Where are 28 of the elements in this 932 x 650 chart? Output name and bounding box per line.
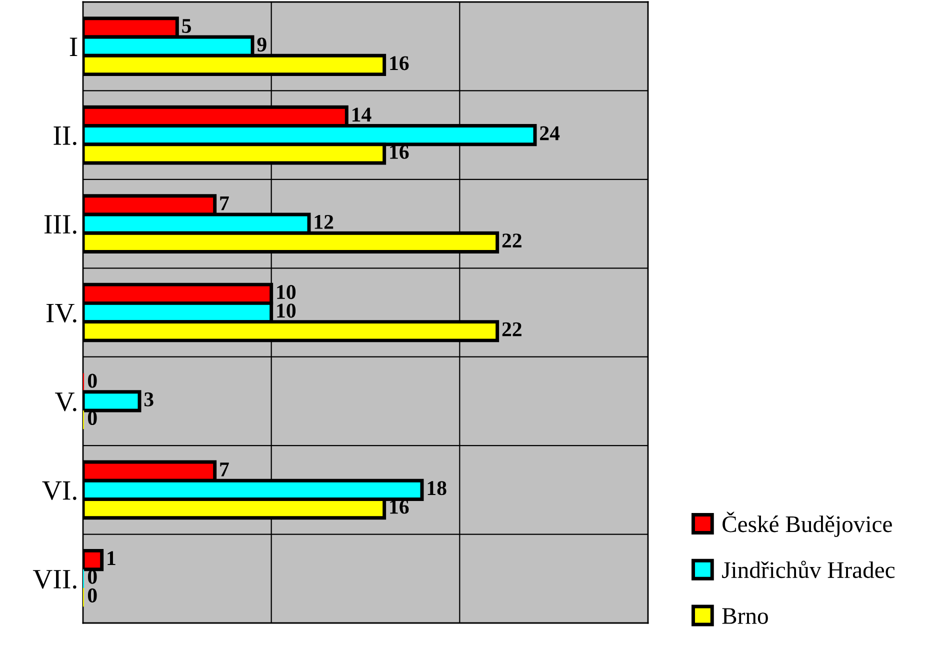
- y-tick-label: V.: [55, 392, 76, 412]
- data-label: 22: [502, 322, 522, 336]
- data-label: 24: [540, 126, 560, 140]
- data-label: 0: [88, 588, 97, 602]
- data-label: 5: [182, 19, 191, 33]
- y-tick-label: VII.: [32, 570, 76, 589]
- data-label: 14: [352, 108, 372, 122]
- data-label: 18: [428, 481, 446, 496]
- data-label: 1: [108, 551, 116, 566]
- data-label: 7: [220, 196, 229, 210]
- legend-label: České Budějovice: [722, 512, 892, 537]
- data-label: 22: [502, 234, 522, 248]
- legend-label: Jindřichův Hradec: [722, 560, 895, 578]
- y-tick-label: IV.: [46, 304, 76, 323]
- data-label: 0: [88, 411, 97, 426]
- data-label: 10: [277, 304, 296, 318]
- y-tick-label: III.: [44, 215, 76, 234]
- y-tick-label: II.: [54, 126, 76, 146]
- legend-label: Brno: [722, 608, 768, 624]
- data-label: 16: [390, 56, 409, 70]
- data-label: 10: [277, 285, 296, 300]
- y-tick-label: I: [70, 38, 78, 56]
- data-label: 9: [257, 38, 266, 52]
- data-label: 7: [220, 462, 229, 476]
- data-label: 3: [144, 392, 154, 406]
- data-label: 0: [88, 374, 97, 388]
- data-label: 12: [314, 215, 334, 229]
- y-tick-label: VI.: [42, 481, 76, 500]
